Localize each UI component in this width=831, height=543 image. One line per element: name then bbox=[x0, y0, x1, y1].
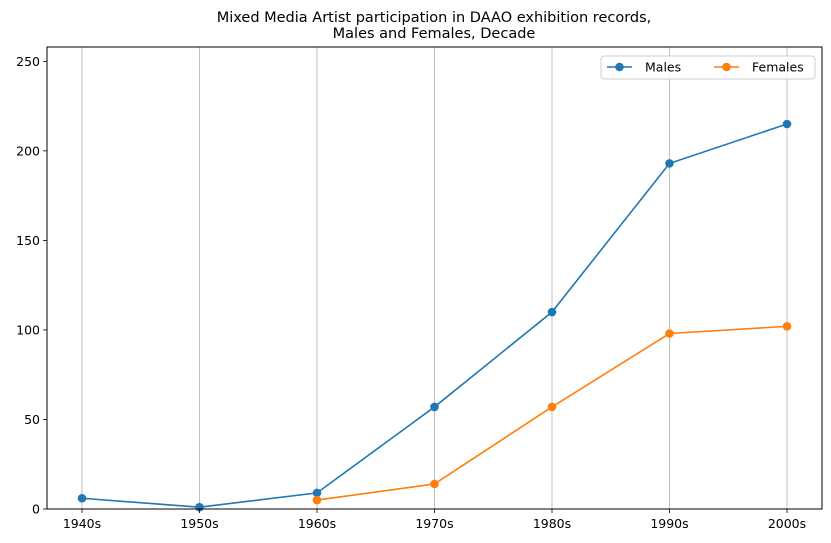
data-point-females bbox=[312, 495, 322, 505]
grid bbox=[81, 47, 788, 509]
chart-title-line: Mixed Media Artist participation in DAAO… bbox=[217, 10, 652, 26]
chart-title: Mixed Media Artist participation in DAAO… bbox=[217, 10, 652, 42]
data-point-males bbox=[312, 488, 322, 498]
chart-title-line: Males and Females, Decade bbox=[333, 26, 536, 42]
x-axis: 1940s 1950s 1960s 1970s 1980s 1990s 2000s bbox=[63, 509, 806, 531]
y-tick-label: 0 bbox=[32, 502, 40, 517]
data-point-females bbox=[430, 479, 439, 489]
y-tick-label: 150 bbox=[16, 233, 40, 248]
data-point-males bbox=[77, 493, 87, 503]
x-tick-label: 1970s bbox=[415, 516, 453, 531]
x-tick-label: 1960s bbox=[298, 516, 336, 531]
x-tick-label: 1980s bbox=[533, 516, 571, 531]
legend-label: Males bbox=[645, 60, 681, 75]
y-axis: 0 50 100 150 200 250 bbox=[16, 54, 47, 517]
x-tick-label: 1940s bbox=[63, 516, 101, 531]
data-point-females bbox=[782, 322, 792, 331]
y-tick-label: 100 bbox=[16, 322, 40, 337]
legend-marker bbox=[722, 62, 731, 72]
data-point-males bbox=[430, 402, 439, 412]
data-point-females bbox=[547, 402, 557, 412]
legend-marker bbox=[615, 62, 624, 72]
x-tick-label: 1950s bbox=[180, 516, 218, 531]
x-tick-label: 2000s bbox=[768, 516, 806, 531]
data-point-males bbox=[547, 307, 557, 317]
y-tick-label: 200 bbox=[16, 143, 40, 158]
data-point-females bbox=[665, 329, 674, 338]
legend-label: Females bbox=[752, 60, 804, 75]
data-point-males bbox=[782, 119, 792, 129]
y-tick-label: 50 bbox=[24, 412, 40, 427]
legend: Males Females bbox=[600, 55, 816, 80]
x-tick-label: 1990s bbox=[650, 516, 688, 531]
legend-box bbox=[600, 55, 816, 80]
data-point-males bbox=[665, 159, 674, 168]
y-tick-label: 250 bbox=[16, 54, 40, 69]
